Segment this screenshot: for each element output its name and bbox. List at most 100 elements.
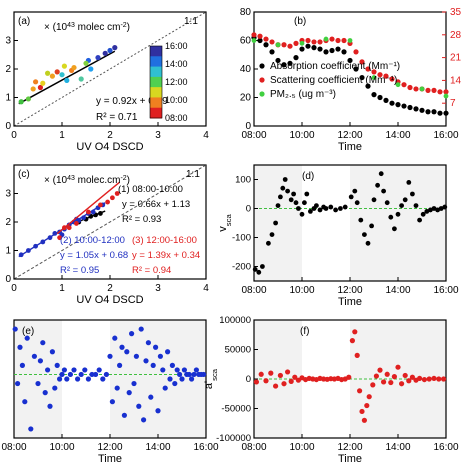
panel-b-point-absorption [443,110,449,116]
panel-e-point [191,371,197,378]
panel-d-point [378,171,384,177]
panel-b-point-pm25 [395,82,401,88]
panel-c-x-tick-label: 3 [155,283,161,294]
panel-b-point-absorption [431,109,437,115]
panel-d-point [406,180,412,185]
panel-d-point [275,203,281,209]
panel-a-colorbar-label: 14:00 [165,59,188,69]
panel-f-point [346,374,352,380]
panel-e-x-tick-label: 14:00 [145,442,170,453]
panel-a-point [18,99,24,105]
panel-b-point-scattering [269,39,275,45]
panel-f-point [431,375,437,382]
panel-b-point-scattering [281,42,287,48]
panel-d-point [438,206,444,211]
panel-b-point-absorption [437,110,443,116]
panel-b-point-absorption [257,37,263,44]
panel-d-shaded-period [350,165,446,281]
panel-f-point [277,372,283,379]
panel-b-point-absorption [359,74,365,81]
panel-a-colorbar-segment [150,66,162,78]
panel-c-x-tick-label: 4 [203,283,209,294]
panel-a-point [59,72,65,78]
panel-f-x-axis-label: Time [338,453,362,465]
panel-f-point [388,379,394,386]
panel-e-point [117,362,123,368]
panel-c-x-tick-label: 0 [11,283,17,294]
panel-c-group2-name: (2) 10:00-12:00 [60,235,125,246]
panel-b-point-absorption [317,46,323,52]
panel-b-point-pm25 [275,42,281,48]
panel-e-point [107,353,113,359]
panel-c-group2-fit: y = 1.05x + 0.68 [60,250,128,261]
panel-b-point-absorption [383,97,389,103]
panel-b-point-absorption [263,42,269,48]
panel-a-label: (a) [18,16,30,27]
panel-b-point-pm25 [443,93,449,99]
panel-e-point [150,362,156,368]
panel-e-point [17,344,23,350]
panel-d-y-tick-label: -100 [232,233,251,244]
panel-d-y-tick-label: 100 [235,175,251,186]
panel-e-point [103,371,109,378]
panel-f-point [436,376,442,382]
panel-e-point [75,376,81,382]
panel-f-x-tick-label: 12:00 [337,442,362,453]
panel-b-x-tick-label: 10:00 [289,130,314,141]
panel-f-point [409,374,415,380]
panel-e-point [64,376,70,382]
panel-a-point [107,47,113,54]
panel-b-point-scattering [287,43,293,49]
panel-b-point-scattering [431,87,437,93]
panel-e-point [193,367,199,373]
panel-c-point-group-2 [18,252,24,258]
panel-c-point-group-2 [90,209,96,215]
panel-a-y-tick-label: 2 [5,64,11,75]
panel-b-y-tick-label: 20 [240,93,252,104]
panel-a-x-tick-label: 0 [11,130,17,141]
panel-f-y-axis-label: a'sca [203,368,219,389]
panel-b-point-absorption [407,104,413,111]
panel-a-point [33,79,39,85]
panel-c-group3-r2: R² = 0.94 [132,265,171,276]
panel-d-x-tick-label: 14:00 [385,285,410,296]
panel-e-point [121,412,127,418]
panel-b-y-tick-label: 40 [240,64,252,75]
panel-f-y-tick-label: 100000 [219,315,251,326]
panel-f-point [441,376,447,382]
panel-a-colorbar-segment [150,87,162,98]
panel-b-point-absorption [395,102,401,108]
panel-f-point [399,381,405,387]
panel-d-point [365,240,371,246]
panel-f-point [258,371,264,377]
panel-f-point [292,374,298,380]
panel-f-x-tick-label: 08:00 [241,442,266,453]
panel-e-point [89,371,95,378]
panel-e-point [201,371,207,378]
panel-a-colorbar-segment [150,107,162,119]
panel-d-x-tick-label: 16:00 [433,285,458,296]
panel-b-legend-marker [259,91,265,97]
panel-c-group1-name: (1) 08:00-10:00 [118,184,183,195]
panel-b-right-tick-label: 21 [450,53,462,64]
panel-b-point-scattering [425,87,431,93]
panel-f-point [361,417,367,423]
panel-e-point [112,335,118,341]
panel-e-point [133,353,139,359]
panel-b-point-scattering [443,89,449,95]
panel-b-point-absorption [365,83,371,89]
panel-d-point [282,177,288,182]
panel-d-point [308,209,313,214]
panel-b-point-absorption [377,94,383,101]
panel-d-x-axis-label: Time [338,296,362,308]
panel-e-point [19,362,25,368]
panel-e-point [47,403,53,409]
panel-e-point [186,371,192,378]
panel-d-point [328,204,334,210]
panel-e-point [138,326,144,332]
panel-d-point [435,207,440,213]
panel-e-point [189,376,195,382]
panel-b-x-tick-label: 08:00 [241,130,266,141]
panel-e-point [114,385,120,391]
panel-b-point-scattering [353,49,359,55]
